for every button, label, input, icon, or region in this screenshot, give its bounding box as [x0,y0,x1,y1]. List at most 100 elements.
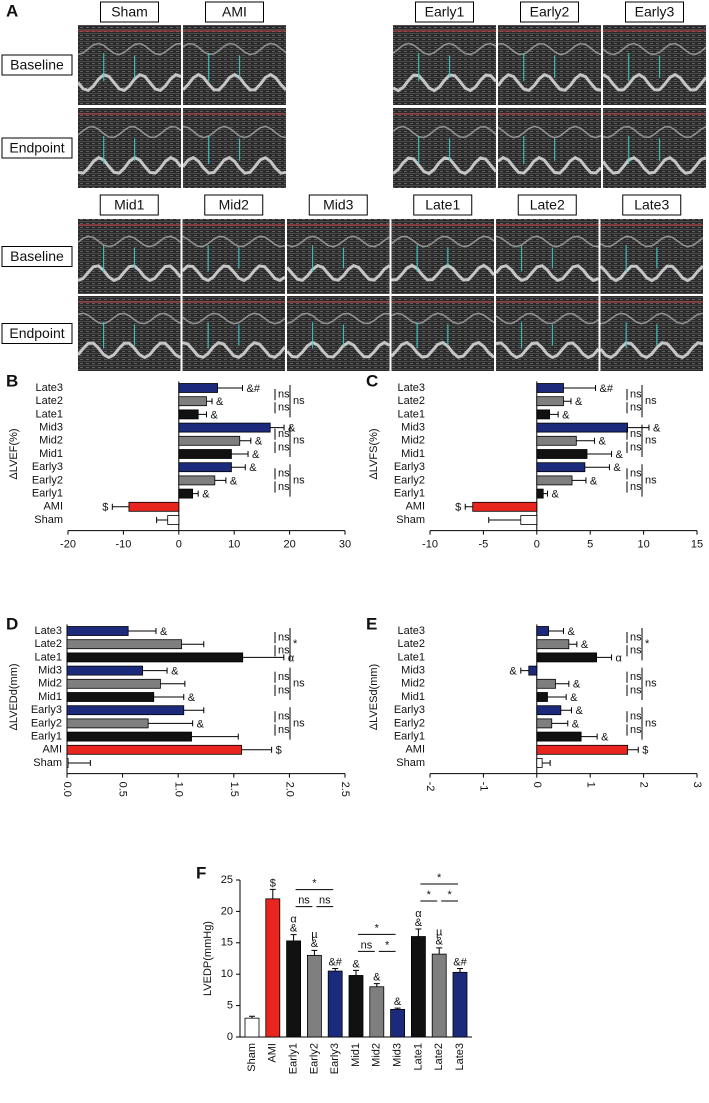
annotation: & [373,972,381,984]
category-label: Mid2 [401,435,425,447]
annotation: & [616,449,624,461]
category-label: Early3 [394,461,425,473]
annotation: & [576,705,584,717]
bar [178,435,241,446]
echo-image [391,219,494,294]
annotation: & [160,626,168,638]
bar [431,953,447,1038]
echo-wall [601,155,707,175]
x-tick-label: Late1 [412,1043,424,1071]
bar [536,422,628,433]
panel-label: C [366,371,378,390]
bar [536,626,549,636]
comparison-label: * [437,872,442,884]
category-label: Mid1 [38,691,62,703]
bar [66,731,192,742]
error-bar [584,464,610,471]
bar [452,971,468,1038]
echo-image [496,296,599,371]
error-bar [568,641,578,648]
annotation: & [653,423,661,435]
x-tick-label: 1 [584,782,596,788]
comparison-label: ns [645,678,657,690]
category-label: Mid2 [401,678,425,690]
echo-wall [494,264,599,283]
bar [536,758,543,768]
echo-wall [497,125,602,139]
annotation: $ [276,745,282,757]
category-label: Mid1 [401,691,425,703]
x-tick-label: Mid1 [350,1043,362,1067]
comparison-label: ns [645,435,657,447]
annotation: & [573,679,581,691]
category-label: Late1 [35,408,63,420]
bar [66,758,69,768]
x-tick-label: 10 [228,539,240,551]
x-tick-label: 10 [637,539,649,551]
bar [536,396,564,407]
echo-wall [392,73,498,93]
error-bar [586,451,613,457]
bar [536,435,577,446]
image-label: Late1 [425,197,460,213]
category-label: Mid3 [401,422,425,434]
bar [369,986,385,1038]
echo-wall [77,264,182,283]
error-bar [191,733,239,740]
image-label: Early1 [425,4,465,20]
label-box [517,194,577,216]
echo-wall [77,155,183,175]
echo-wall [77,312,181,325]
error-bar [192,490,199,497]
error-bar [353,969,359,976]
category-label: AMI [405,744,425,756]
axis-label: LVEDP(mmHg) [202,921,214,996]
comparison-label: ns [278,402,290,414]
label-box [622,194,682,216]
x-tick-label: 0 [534,539,540,551]
annotation: µ [436,927,443,939]
category-label: Sham [396,757,425,769]
annotation: & [216,396,224,408]
x-tick-label: Early2 [308,1043,320,1074]
category-label: Early2 [394,474,425,486]
category-label: Early3 [31,704,62,716]
bar [66,626,129,636]
bar [244,1017,260,1038]
comparison-label: ns [630,724,642,736]
bar [66,692,155,702]
image-label: Endpoint [9,140,64,156]
error-bar [111,503,129,510]
x-tick-label: Sham [246,1043,258,1072]
error-bar [576,437,595,444]
bar [66,652,244,663]
echo-wall [76,73,182,93]
bar [128,501,180,512]
comparison-label: ns [278,632,290,644]
label-box [308,194,368,216]
error-bar [547,694,567,700]
bar [536,639,570,650]
echo-wall [600,312,704,325]
error-bar [563,385,597,391]
x-tick-label: 0.0 [61,782,73,797]
bar [66,678,161,689]
annotation: & [255,436,263,448]
error-bar [415,928,422,937]
echo-image [496,219,599,294]
bar [178,462,232,473]
label-box [204,194,264,216]
y-tick-label: 10 [221,968,233,980]
error-bar [270,424,285,431]
comparison-label: ns [293,717,305,729]
echo-wall [392,42,497,56]
error-bar [269,888,276,899]
x-tick-label: 20 [283,539,295,551]
category-label: Early3 [394,704,425,716]
category-label: Late1 [397,408,425,420]
echo-wall [181,72,288,92]
bar [66,718,149,729]
x-tick-label: Early1 [288,1043,300,1074]
echo-wall [392,125,497,139]
echo-image [603,25,706,105]
